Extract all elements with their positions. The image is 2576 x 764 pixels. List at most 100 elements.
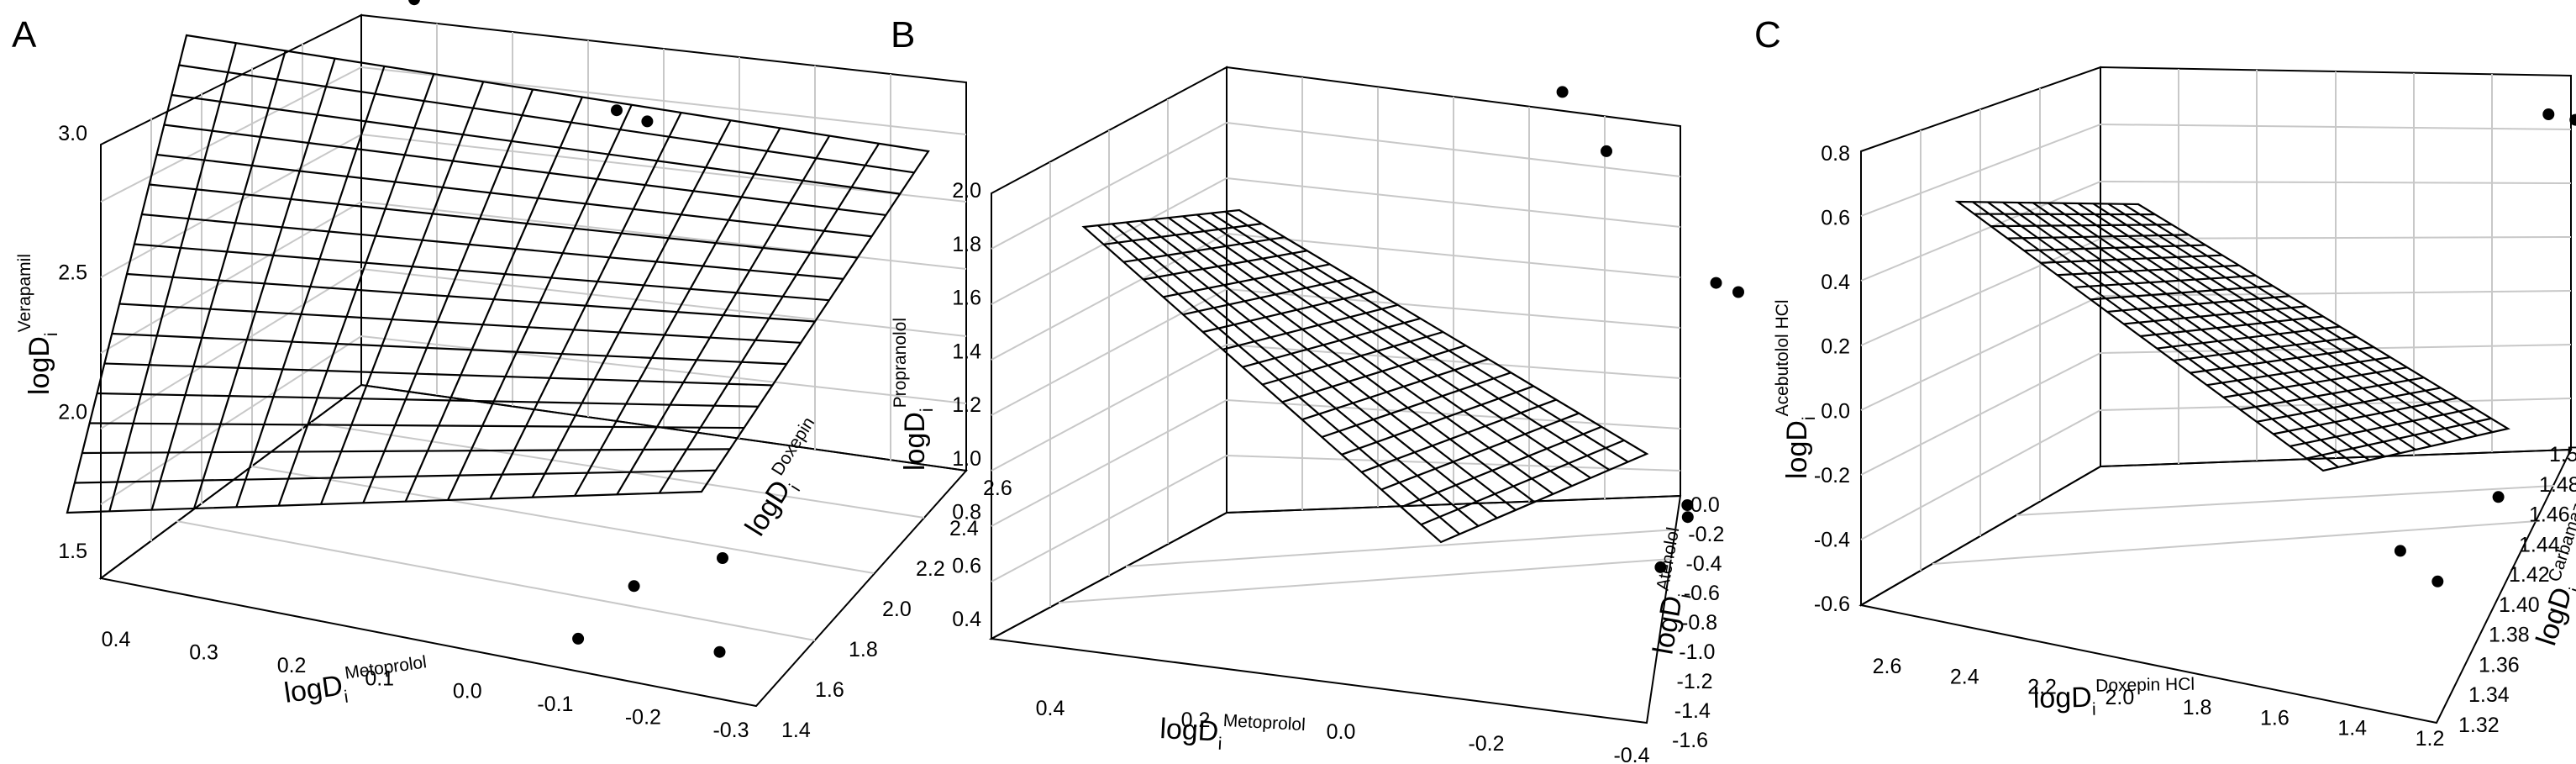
surface-gridline	[1301, 358, 1489, 421]
panel-c: C -0.6-	[1754, 14, 2576, 751]
surface-gridline	[1103, 223, 1263, 245]
data-point	[2431, 575, 2444, 587]
panel-b-data-points	[1556, 86, 1744, 573]
tick-label: 0.0	[453, 680, 482, 703]
data-point	[641, 115, 654, 128]
panel-a-floor	[98, 383, 968, 708]
surface-gridline	[2040, 254, 2223, 264]
tick-label: 0.4	[1821, 271, 1850, 294]
surface-gridline	[126, 272, 816, 323]
surface-gridline	[2157, 325, 2341, 350]
tick-label: 0.8	[952, 501, 981, 524]
tick-label: -0.8	[1681, 611, 1717, 635]
surface-gridline	[1420, 439, 1625, 526]
tick-label: 2.4	[1950, 665, 1979, 688]
panel-letter-b: B	[891, 14, 915, 55]
tick-label: 1.48	[2539, 473, 2576, 497]
panel-c-surface-mesh	[1954, 200, 2510, 472]
surface-gridline	[178, 64, 915, 174]
tick-label: 1.38	[2489, 624, 2530, 647]
data-point	[717, 552, 728, 564]
tick-label: -0.4	[1686, 552, 1722, 576]
tick-label: 1.50	[2549, 443, 2576, 466]
tick-label: 1.4	[952, 340, 981, 363]
surface-gridline	[2289, 407, 2475, 447]
tick-label: -0.2	[625, 706, 661, 730]
data-point	[1601, 145, 1612, 157]
tick-label: 0.6	[952, 554, 981, 577]
surface-gridline	[171, 93, 901, 195]
surface-gridline	[1123, 236, 1285, 263]
tick-label: -0.2	[1814, 464, 1850, 487]
panel-c-z-label: logDiAcebutolol HCl	[1773, 299, 1819, 479]
tick-label: 0.0	[1821, 399, 1850, 423]
tick-label: 1.46	[2529, 503, 2570, 527]
surface-gridline	[2239, 377, 2425, 411]
surface-gridline	[1242, 317, 1421, 368]
tick-label: 1.8	[849, 638, 878, 661]
tick-label: 1.2	[2416, 727, 2445, 751]
data-point	[2542, 108, 2555, 120]
surface-gridline	[74, 469, 716, 484]
tick-label: 0.8	[1821, 142, 1850, 166]
panel-b-gridlines	[991, 77, 1681, 607]
tick-label: 2.0	[58, 400, 87, 424]
surface-gridline	[1361, 398, 1557, 473]
surface-gridline	[2140, 315, 2324, 338]
surface-gridline	[2090, 284, 2274, 301]
panel-a-gridlines	[100, 24, 967, 641]
data-point	[1710, 277, 1722, 289]
data-point	[1732, 286, 1744, 298]
tick-label: 2.5	[58, 261, 87, 285]
tick-label: 0.3	[189, 640, 218, 664]
surface-gridline	[89, 422, 744, 429]
tick-label: 1.42	[2509, 563, 2550, 587]
panel-c-z-ticks: -0.6 -0.4 -0.2 0.0 0.2 0.4 0.6 0.8	[1814, 142, 1850, 616]
surface-gridline	[2273, 397, 2458, 435]
surface-gridline	[2173, 335, 2358, 362]
tick-label: 0.1	[365, 667, 394, 690]
surface-gridline	[2123, 305, 2307, 325]
panel-c-y-ticks: 1.32 1.34 1.36 1.38 1.40 1.42 1.44 1.46 1.48 1.50	[2458, 443, 2576, 737]
data-point	[1654, 561, 1667, 573]
tick-label: 1.5	[58, 540, 87, 563]
tick-label: -1.6	[1672, 729, 1708, 752]
panel-b-z-ticks: 0.4 0.6 0.8 1.0 1.2 1.4 1.6 1.8 2.0	[952, 179, 981, 631]
tick-label: -1.4	[1674, 699, 1711, 723]
tick-label: 1.8	[952, 233, 981, 256]
tick-label: 0.0	[1690, 493, 1720, 517]
panel-c-gridlines	[1860, 69, 2572, 571]
tick-label: 2.4	[949, 517, 979, 540]
tick-label: 0.4	[1036, 697, 1065, 720]
panel-b-x-ticks: 0.4 0.2 0.0 -0.2 -0.4	[1036, 697, 1650, 764]
surface-gridline	[1401, 425, 1602, 508]
data-point	[2492, 491, 2505, 503]
tick-label: -0.6	[1684, 582, 1720, 605]
tick-label: 1.8	[2183, 696, 2212, 719]
surface-gridline	[1281, 345, 1466, 403]
surface-gridline	[1222, 303, 1398, 350]
surface-gridline	[97, 392, 759, 408]
data-point	[1681, 511, 1694, 524]
tick-label: 0.4	[952, 608, 981, 631]
surface-gridline	[2190, 345, 2374, 374]
panel-b-x-label: logDiMetoprolol	[1159, 708, 1306, 758]
tick-label: 3.0	[58, 122, 87, 145]
data-point	[572, 632, 585, 645]
panel-a-z-label: logDiVerapamil	[15, 254, 61, 395]
surface-gridline	[2057, 264, 2240, 277]
surface-gridline	[156, 153, 872, 238]
tick-label: 1.2	[952, 393, 981, 417]
panel-b-surface-mesh	[1081, 208, 1649, 544]
surface-gridline	[112, 332, 787, 366]
panel-a-y-ticks: 1.41.61.82.02.22.42.6	[781, 477, 1012, 742]
tick-label: 2.6	[983, 477, 1012, 500]
panel-b: B	[891, 14, 1744, 764]
data-point	[2394, 545, 2406, 557]
tick-label: 2.0	[882, 598, 912, 621]
panel-a-surface-mesh	[66, 34, 930, 514]
surface-gridline	[119, 303, 802, 344]
tick-label: 0.2	[1821, 335, 1850, 359]
panel-c-x-ticks: 2.6 2.4 2.2 2.0 1.8 1.6 1.4 1.2	[1873, 655, 2445, 751]
